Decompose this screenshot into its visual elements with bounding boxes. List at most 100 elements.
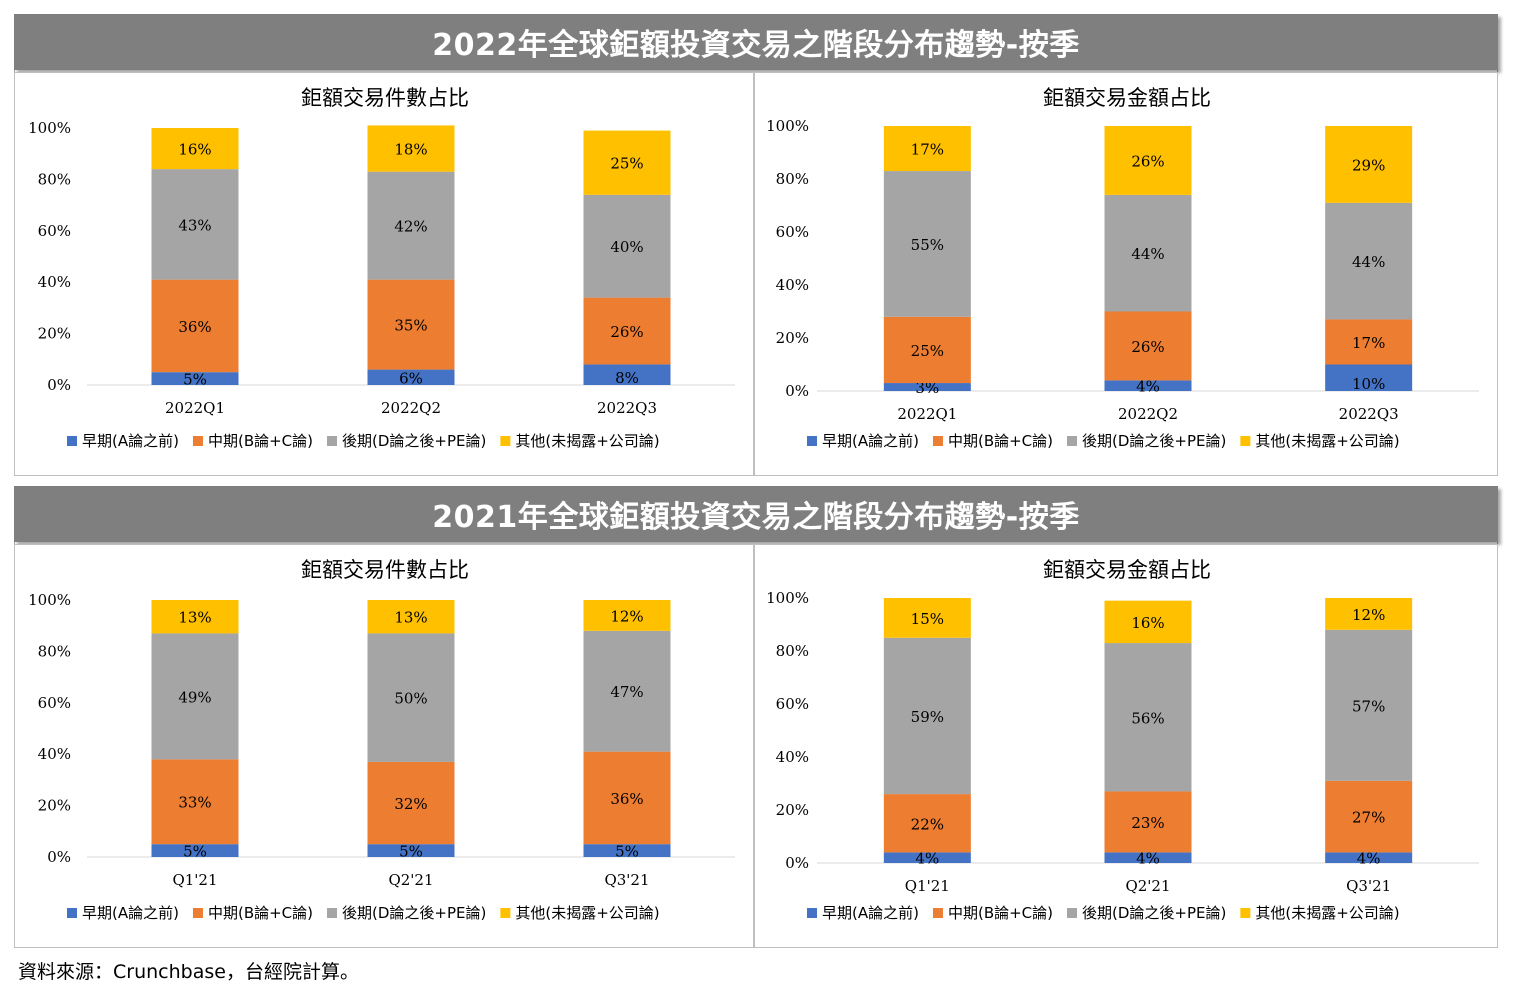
bar-segment-other [367,125,455,172]
bar-segment-mid [583,297,671,365]
chart-2021-deal-amount: 鉅額交易金額占比 0% 20% 40% 60% 80% 100% 4% 22% 59% 15% Q1'… [754,544,1498,948]
data-label: 4% [1357,850,1381,868]
chart-2022-deal-count-svg: 鉅額交易件數占比 0% 20% 40% 60% 80% 100% 5% 36% 43% 16% 202… [28,86,735,450]
legend-item-early: 早期(A論之前) [807,904,919,922]
data-label: 57% [1352,697,1385,715]
y-tick-label: 0% [47,848,71,866]
bar-segment-other [883,598,971,638]
data-label: 5% [399,843,423,861]
data-label: 47% [610,683,643,701]
legend-item-other: 其他(未揭露+公司論) [500,432,660,450]
legend-item-late: 後期(D論之後+PE論) [1067,904,1226,922]
bar-segment-late [1325,629,1413,781]
y-tick-label: 60% [776,223,809,241]
data-label: 13% [178,609,211,627]
y-tick-label: 80% [38,170,71,188]
category-label: Q2'21 [1125,877,1170,895]
bar-segment-other [151,128,239,170]
y-tick-label: 20% [38,797,71,815]
bar-segment-other [151,600,239,634]
legend-swatch [67,436,77,446]
data-label: 49% [178,688,211,706]
chart-2022-deal-amount: 鉅額交易金額占比 0% 20% 40% 60% 80% 100% 3% 25% 55% 17% 202… [754,72,1498,476]
data-label: 23% [1131,814,1164,832]
y-tick-label: 0% [785,382,809,400]
bar-segment-other [1325,126,1413,203]
legend-swatch [932,908,943,918]
data-label: 3% [915,379,939,397]
legend-swatch [67,908,77,918]
bar-segment-early [151,844,239,857]
data-label: 42% [394,218,427,236]
data-label: 40% [610,238,643,256]
legend-label: 後期(D論之後+PE論) [1082,904,1226,922]
source-note: 資料來源：Crunchbase，台經院計算。 [18,961,359,983]
legend-label: 中期(B論+C論) [208,904,313,922]
bar-segment-late [883,637,971,795]
y-tick-label: 80% [38,642,71,660]
bar-segment-mid [883,316,971,384]
chart-title: 鉅額交易金額占比 [1043,558,1211,582]
legend-item-other: 其他(未揭露+公司論) [1240,432,1400,450]
data-label: 6% [399,369,423,387]
y-tick-label: 100% [28,591,71,609]
bar-segment-mid [367,761,455,845]
y-tick-label: 20% [776,801,809,819]
bar-segment-mid [1325,319,1413,365]
y-tick-label: 80% [776,642,809,660]
y-tick-label: 60% [38,694,71,712]
bar-segment-early [1325,852,1413,863]
legend-item-late: 後期(D論之後+PE論) [327,904,486,922]
chart-2022-deal-count: 鉅額交易件數占比 0% 20% 40% 60% 80% 100% 5% 36% 43% 16% 202… [14,72,754,476]
category-label: 2022Q3 [597,399,657,417]
data-label: 59% [911,708,944,726]
bar-segment-late [367,171,455,280]
bar-segment-other [583,600,671,631]
legend-item-mid: 中期(B論+C論) [932,904,1053,922]
category-label: Q2'21 [388,871,433,889]
bar-segment-mid [151,279,239,373]
data-label: 4% [1136,850,1160,868]
category-label: 2022Q2 [1118,405,1178,423]
data-label: 12% [610,607,643,625]
data-label: 5% [183,843,207,861]
legend-swatch [192,436,203,446]
bar-segment-mid [1104,311,1192,381]
category-label: 2022Q1 [897,405,957,423]
legend-label: 中期(B論+C論) [948,432,1053,450]
bar-segment-other [1104,600,1192,644]
data-label: 18% [394,141,427,159]
legend-label: 其他(未揭露+公司論) [1255,904,1399,922]
data-label: 26% [1131,338,1164,356]
bar-segment-mid [1104,791,1192,853]
bar-segment-late [1104,643,1192,792]
data-label: 27% [1352,809,1385,827]
data-label: 26% [610,323,643,341]
data-label: 35% [394,317,427,335]
data-label: 5% [615,843,639,861]
legend-item-other: 其他(未揭露+公司論) [500,904,660,922]
bar-segment-late [151,633,239,760]
legend-label: 其他(未揭露+公司論) [515,432,659,450]
y-tick-label: 80% [776,170,809,188]
bar-segment-early [583,364,671,385]
data-label: 44% [1352,253,1385,271]
bar-segment-mid [367,279,455,370]
category-label: 2022Q3 [1339,405,1399,423]
bar-segment-late [1325,202,1413,320]
bar-segment-late [151,169,239,280]
legend-label: 早期(A論之前) [82,432,179,450]
bar-segment-early [883,852,971,863]
bar-segment-mid [883,794,971,853]
bar-segment-other [583,130,671,195]
bar-segment-mid [1325,780,1413,853]
legend-swatch [1067,908,1078,918]
legend-swatch [807,908,817,918]
y-tick-label: 40% [38,273,71,291]
y-tick-label: 40% [38,745,71,763]
legend-label: 其他(未揭露+公司論) [1255,432,1399,450]
data-label: 25% [610,155,643,173]
legend-swatch [500,908,511,918]
chart-2021-deal-amount-svg: 鉅額交易金額占比 0% 20% 40% 60% 80% 100% 4% 22% 59% 15% Q1'… [766,558,1479,922]
legend-swatch [807,436,817,446]
